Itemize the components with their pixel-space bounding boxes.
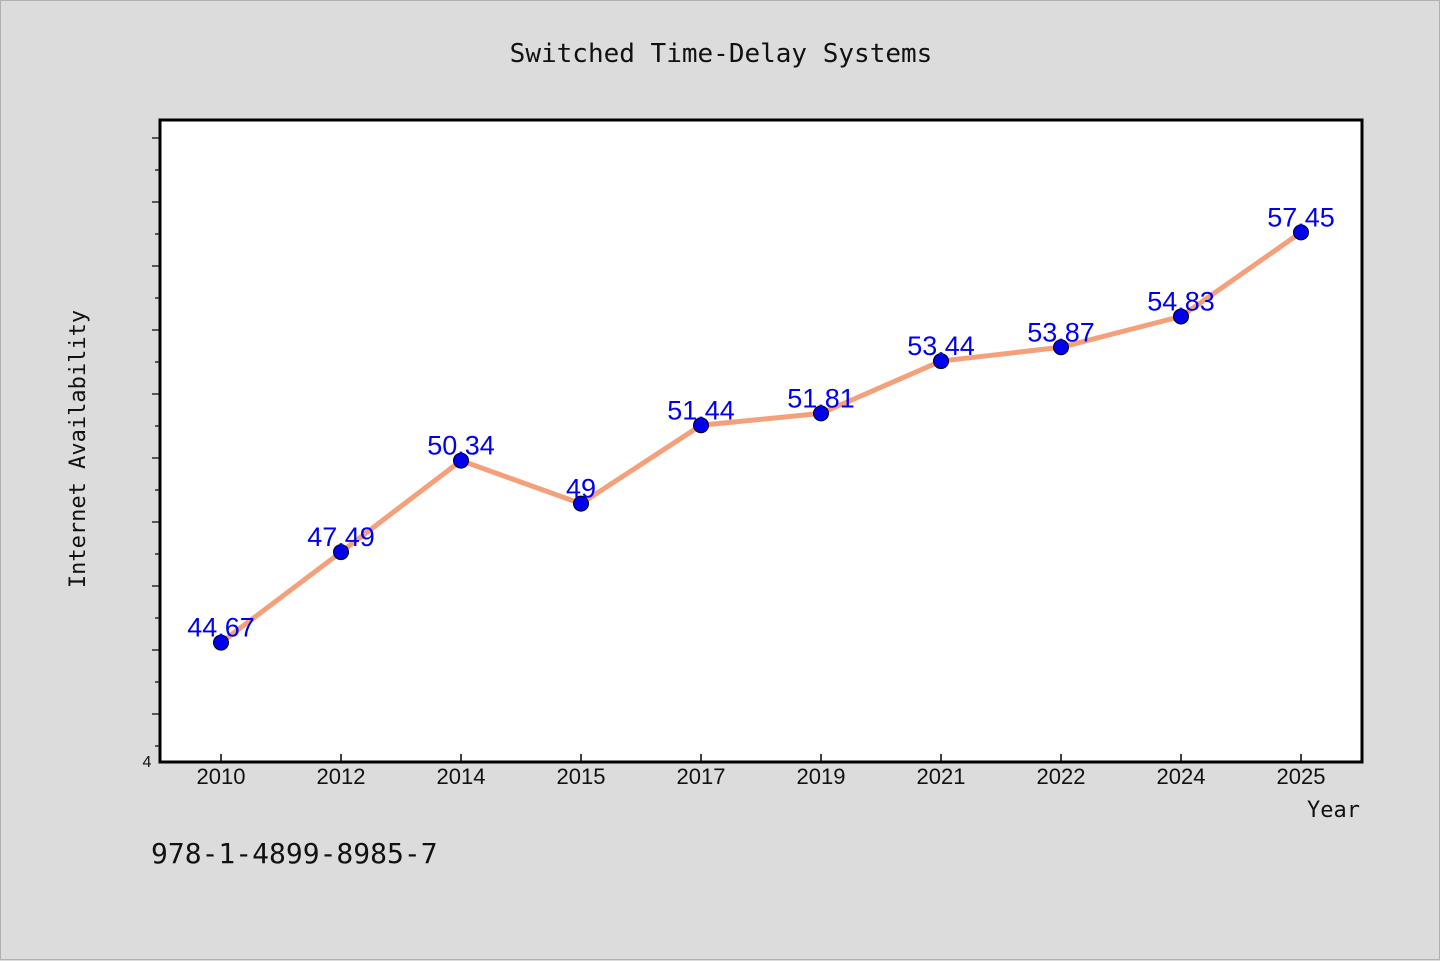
x-tick-label: 2015	[557, 764, 606, 789]
data-point	[573, 495, 589, 512]
x-tick-label: 2022	[1037, 764, 1086, 789]
y-axis-label: Internet Availability	[66, 310, 91, 588]
data-label: 50.34	[427, 431, 495, 461]
series-line	[218, 229, 1304, 646]
chart-title: Switched Time-Delay Systems	[510, 39, 933, 69]
x-axis-tick-labels: 2010 2012 2014 2015 2017 2019 2021 2022 2024 2025	[197, 764, 1326, 789]
footer-isbn: 978-1-4899-8985-7	[151, 837, 438, 870]
data-point	[333, 544, 349, 561]
x-tick-label: 2019	[797, 764, 846, 789]
x-tick-label: 2017	[677, 764, 726, 789]
data-label: 49	[566, 474, 596, 504]
data-point	[693, 417, 709, 434]
x-axis-label: Year	[1307, 798, 1360, 823]
data-point	[1053, 339, 1069, 356]
data-label: 51.44	[667, 395, 735, 425]
y-axis-ticks	[152, 137, 160, 747]
data-label: 54.83	[1147, 286, 1215, 316]
data-label: 44.67	[187, 613, 255, 643]
data-point	[1293, 224, 1309, 241]
x-tick-label: 2021	[917, 764, 966, 789]
data-point	[453, 452, 469, 469]
plot-area	[158, 118, 1364, 764]
x-axis-ticks	[220, 754, 1302, 762]
data-point	[1173, 308, 1189, 325]
x-tick-label: 2025	[1277, 764, 1326, 789]
x-tick-label: 2012	[317, 764, 366, 789]
data-label: 57.45	[1267, 202, 1335, 232]
data-label: 53.87	[1027, 317, 1095, 347]
x-tick-label: 2024	[1157, 764, 1206, 789]
data-label: 47.49	[307, 522, 375, 552]
data-point	[933, 353, 949, 370]
data-point	[813, 405, 829, 422]
y-tick-label: 4	[143, 754, 152, 771]
data-label: 53.44	[907, 331, 975, 361]
series-layer: 44.67 47.49 50.34 49 51.44 51.81 53.44 53.87 54.…	[187, 202, 1335, 651]
x-tick-label: 2010	[197, 764, 246, 789]
data-label: 51.81	[787, 383, 855, 413]
x-tick-label: 2014	[437, 764, 486, 789]
data-point	[213, 634, 229, 651]
